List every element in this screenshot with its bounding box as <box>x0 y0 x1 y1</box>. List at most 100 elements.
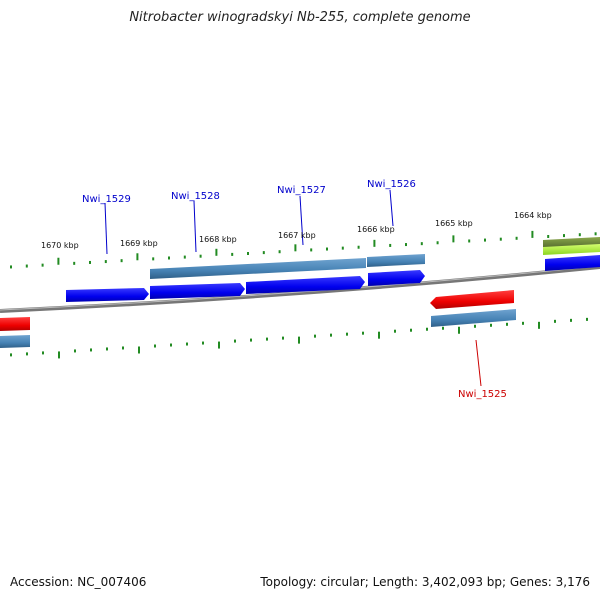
scale-tick <box>586 317 588 321</box>
gene-arrow-1528[interactable] <box>150 283 245 299</box>
label-leader-1525 <box>475 339 482 387</box>
scale-tick <box>247 252 249 256</box>
scale-tick <box>570 318 572 322</box>
scale-tick <box>357 245 360 249</box>
gene-arrow-1529[interactable] <box>66 288 149 302</box>
scale-tick <box>168 256 170 260</box>
scale-label: 1669 kbp <box>120 239 158 248</box>
label-leader-1527 <box>299 195 304 246</box>
scale-tick <box>266 337 268 341</box>
scale-tick <box>154 344 156 348</box>
scale-tick <box>420 242 423 246</box>
genome-backbone <box>0 265 600 313</box>
scale-tick <box>490 323 492 327</box>
scale-tick <box>373 239 376 247</box>
scale-tick <box>554 319 556 323</box>
scale-tick <box>170 343 172 347</box>
scale-tick <box>410 328 412 332</box>
scale-tick <box>136 253 139 261</box>
scale-tick <box>314 334 316 338</box>
scale-tick <box>73 261 76 265</box>
scale-tick <box>106 347 108 351</box>
label-leader-1529 <box>104 202 108 255</box>
gene-segment-steel-1525[interactable] <box>431 309 516 327</box>
scale-tick <box>515 236 518 240</box>
scale-label: 1665 kbp <box>435 219 473 228</box>
scale-tick <box>378 331 380 339</box>
scale-tick <box>522 321 524 325</box>
scale-tick <box>330 333 332 337</box>
scale-tick <box>346 332 348 336</box>
gene-segment-steel-left[interactable] <box>0 335 30 348</box>
gene-segment-blue-right[interactable] <box>545 255 600 271</box>
scale-tick <box>89 260 91 264</box>
gene-label-1528[interactable]: Nwi_1528 <box>171 191 220 202</box>
scale-label: 1664 kbp <box>514 211 552 220</box>
scale-tick <box>563 234 565 238</box>
scale-tick <box>138 346 140 354</box>
gene-segment-steel-1526[interactable] <box>367 254 425 267</box>
scale-tick <box>298 336 300 344</box>
scale-tick <box>152 257 155 261</box>
scale-tick <box>499 237 502 241</box>
scale-tick <box>474 324 476 328</box>
scale-tick <box>104 260 107 264</box>
scale-tick <box>538 321 540 329</box>
scale-tick <box>234 339 236 343</box>
scale-tick <box>484 238 486 242</box>
scale-tick <box>10 353 12 357</box>
scale-tick <box>468 239 471 243</box>
gene-label-1526[interactable]: Nwi_1526 <box>367 179 416 190</box>
scale-tick <box>506 322 508 326</box>
scale-tick <box>183 255 186 259</box>
label-leader-1526 <box>389 189 394 227</box>
scale-label: 1670 kbp <box>41 241 79 250</box>
scale-tick <box>42 351 44 355</box>
accession-text: Accession: NC_007406 <box>10 575 147 589</box>
scale-tick <box>389 243 392 247</box>
scale-tick <box>57 257 60 265</box>
genome-summary-text: Topology: circular; Length: 3,402,093 bp… <box>260 575 590 589</box>
scale-tick <box>531 230 534 238</box>
scale-tick <box>122 346 124 350</box>
scale-tick <box>199 254 202 258</box>
scale-tick <box>278 250 281 254</box>
scale-tick <box>394 329 396 333</box>
scale-tick <box>186 342 188 346</box>
scale-tick <box>250 338 252 342</box>
scale-tick <box>547 234 550 238</box>
scale-tick <box>26 352 28 356</box>
gene-segment-red-left[interactable] <box>0 317 30 331</box>
gene-arrow-1526[interactable] <box>368 270 425 286</box>
scale-tick <box>90 348 92 352</box>
scale-tick <box>405 243 407 247</box>
gene-label-1527[interactable]: Nwi_1527 <box>277 185 326 196</box>
scale-tick <box>74 349 76 353</box>
genome-backbone-highlight <box>0 265 600 311</box>
gene-segment-lime[interactable] <box>543 244 600 255</box>
scale-tick <box>202 341 204 345</box>
scale-tick <box>120 259 123 263</box>
scale-tick <box>215 248 218 256</box>
scale-label: 1666 kbp <box>357 225 395 234</box>
gene-segment-steel-1528[interactable] <box>150 258 366 279</box>
scale-label: 1667 kbp <box>278 231 316 240</box>
scale-tick <box>326 247 328 251</box>
gene-label-1525[interactable]: Nwi_1525 <box>458 389 507 400</box>
gene-arrow-1525[interactable] <box>430 290 514 309</box>
gene-label-1529[interactable]: Nwi_1529 <box>82 194 131 205</box>
scale-tick <box>594 232 597 236</box>
map-title: Nitrobacter winogradskyi Nb-255, complet… <box>129 10 471 25</box>
scale-tick <box>41 263 44 267</box>
gene-arrow-1527[interactable] <box>246 276 365 294</box>
scale-tick <box>262 251 265 255</box>
scale-tick <box>452 235 455 243</box>
scale-tick <box>426 327 428 331</box>
scale-tick <box>458 326 460 334</box>
scale-tick <box>310 248 313 252</box>
scale-tick <box>578 233 581 237</box>
scale-tick <box>10 265 12 269</box>
label-leader-1528 <box>193 200 197 253</box>
